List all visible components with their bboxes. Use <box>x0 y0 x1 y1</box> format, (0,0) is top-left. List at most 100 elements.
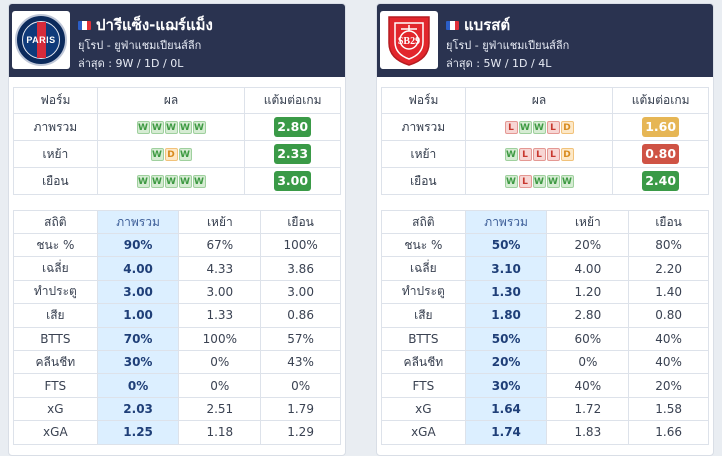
result-win-badge[interactable]: W <box>136 121 150 134</box>
result-win-badge[interactable]: W <box>164 175 178 188</box>
stats-row: ทำประตู 3.00 3.00 3.00 <box>13 279 341 305</box>
stat-home: 1.72 <box>546 396 630 422</box>
result-win-badge[interactable]: W <box>136 175 150 188</box>
stat-home: 0% <box>546 349 630 375</box>
stats-row: xGA 1.74 1.83 1.66 <box>381 420 709 445</box>
stat-label: BTTS <box>13 326 98 351</box>
result-draw-badge[interactable]: D <box>560 121 574 134</box>
france-flag-icon <box>446 20 459 30</box>
col-points-header: แต้มต่อเกม <box>244 87 341 114</box>
stat-label: xGA <box>13 420 98 445</box>
result-win-badge[interactable]: W <box>504 175 518 188</box>
stat-away: 1.29 <box>260 420 341 445</box>
stat-home: 2.80 <box>546 303 630 328</box>
result-loss-badge[interactable]: L <box>518 148 532 161</box>
col-home-header[interactable]: เหย้า <box>178 210 262 234</box>
result-loss-badge[interactable]: L <box>504 121 518 134</box>
result-win-badge[interactable]: W <box>518 121 532 134</box>
stat-label: เฉลี่ย <box>381 256 466 281</box>
result-draw-badge[interactable]: D <box>164 148 178 161</box>
col-home-header[interactable]: เหย้า <box>546 210 630 234</box>
stat-overall: 20% <box>464 349 548 375</box>
stat-away: 100% <box>260 232 341 258</box>
form-row-label: ภาพรวม <box>13 113 98 141</box>
result-win-badge[interactable]: W <box>150 121 164 134</box>
ppg-badge: 2.33 <box>274 144 312 164</box>
stat-home: 67% <box>178 232 262 258</box>
result-win-badge[interactable]: W <box>192 121 206 134</box>
stat-label: FTS <box>381 373 466 398</box>
team-logo[interactable]: SB29 <box>380 11 438 69</box>
stat-home: 2.51 <box>178 396 262 422</box>
team-card-psg: PARIS ปารีแซ็ง-แฌร์แม็ง ยุโรป - ยูฟ่าแชม… <box>8 3 346 456</box>
stat-away: 80% <box>628 232 709 258</box>
result-win-badge[interactable]: W <box>178 148 192 161</box>
result-win-badge[interactable]: W <box>178 121 192 134</box>
result-loss-badge[interactable]: L <box>532 148 546 161</box>
stats-row: เฉลี่ย 4.00 4.33 3.86 <box>13 256 341 281</box>
stats-row: xGA 1.25 1.18 1.29 <box>13 420 341 445</box>
col-overall-header[interactable]: ภาพรวม <box>96 210 180 234</box>
result-loss-badge[interactable]: L <box>518 175 532 188</box>
ppg-badge: 1.60 <box>642 117 680 137</box>
stat-overall: 1.80 <box>464 303 548 328</box>
stats-row: คลีนชีท 30% 0% 43% <box>13 349 341 375</box>
col-away-header[interactable]: เยือน <box>628 210 709 234</box>
result-win-badge[interactable]: W <box>150 148 164 161</box>
stat-away: 1.66 <box>628 420 709 445</box>
stat-home: 0% <box>178 373 262 398</box>
team-logo[interactable]: PARIS <box>12 11 70 69</box>
stat-home: 1.20 <box>546 279 630 305</box>
stat-label: เสีย <box>381 303 466 328</box>
result-win-badge[interactable]: W <box>192 175 206 188</box>
stat-label: ทำประตู <box>13 279 98 305</box>
stat-overall: 1.25 <box>96 420 180 445</box>
result-draw-badge[interactable]: D <box>560 148 574 161</box>
result-win-badge[interactable]: W <box>546 175 560 188</box>
col-result-header: ผล <box>464 87 614 114</box>
result-win-badge[interactable]: W <box>532 121 546 134</box>
stat-label: xG <box>381 396 466 422</box>
result-win-badge[interactable]: W <box>532 175 546 188</box>
stat-overall: 1.64 <box>464 396 548 422</box>
brest-crest-icon: SB29 <box>385 13 433 67</box>
team-name[interactable]: แบรสต์ <box>464 16 511 34</box>
result-loss-badge[interactable]: L <box>546 121 560 134</box>
last-results-summary: ล่าสุด : 5W / 1D / 4L <box>446 57 552 70</box>
col-stat-header: สถิติ <box>381 210 466 234</box>
ppg-badge: 2.40 <box>642 171 680 191</box>
team-name[interactable]: ปารีแซ็ง-แฌร์แม็ง <box>96 16 213 34</box>
stats-row: ชนะ % 90% 67% 100% <box>13 232 341 258</box>
stat-away: 1.79 <box>260 396 341 422</box>
stat-away: 1.58 <box>628 396 709 422</box>
ppg-badge: 3.00 <box>274 171 312 191</box>
last-results-summary: ล่าสุด : 9W / 1D / 0L <box>78 57 184 70</box>
col-stat-header: สถิติ <box>13 210 98 234</box>
stat-away: 3.00 <box>260 279 341 305</box>
stats-row: เสีย 1.80 2.80 0.80 <box>381 303 709 328</box>
stats-row: BTTS 70% 100% 57% <box>13 326 341 351</box>
col-overall-header[interactable]: ภาพรวม <box>464 210 548 234</box>
result-win-badge[interactable]: W <box>560 175 574 188</box>
psg-crest-icon: PARIS <box>15 14 67 66</box>
result-win-badge[interactable]: W <box>150 175 164 188</box>
stat-home: 4.33 <box>178 256 262 281</box>
result-win-badge[interactable]: W <box>504 148 518 161</box>
col-away-header[interactable]: เยือน <box>260 210 341 234</box>
stats-row: ทำประตู 1.30 1.20 1.40 <box>381 279 709 305</box>
ppg-badge: 2.80 <box>274 117 312 137</box>
stat-home: 1.33 <box>178 303 262 328</box>
result-loss-badge[interactable]: L <box>546 148 560 161</box>
stat-home: 20% <box>546 232 630 258</box>
result-win-badge[interactable]: W <box>164 121 178 134</box>
result-win-badge[interactable]: W <box>178 175 192 188</box>
